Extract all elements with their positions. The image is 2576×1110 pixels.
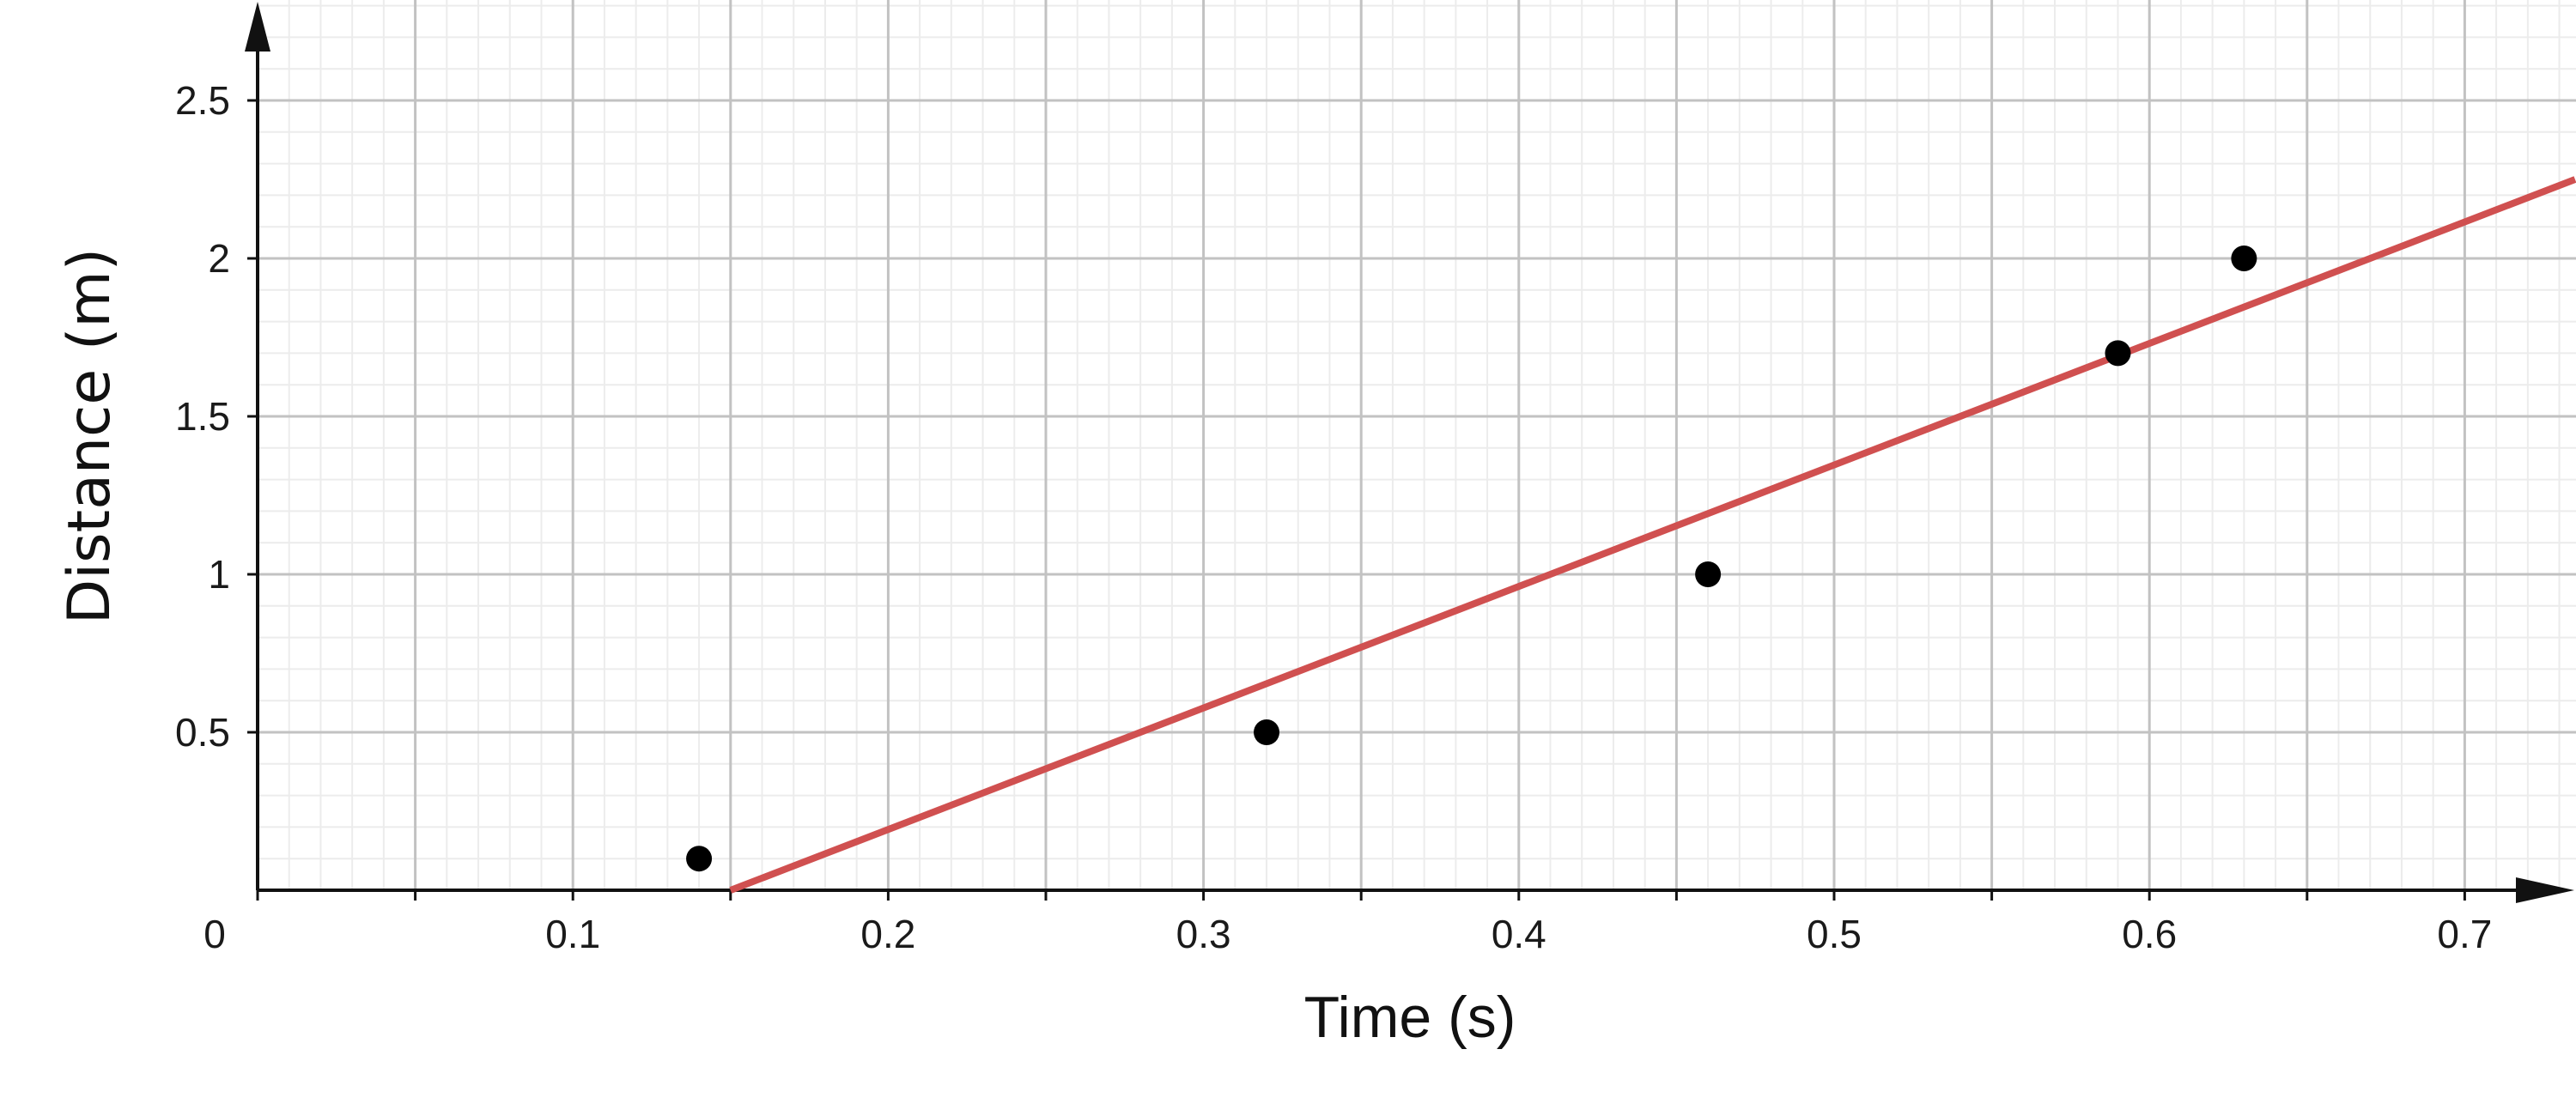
y-tick-label: 0.5	[175, 710, 230, 755]
data-point	[1254, 719, 1280, 745]
x-tick-label: 0.7	[2437, 912, 2492, 956]
y-axis-arrow	[245, 2, 270, 52]
x-axis-title: Time (s)	[1304, 985, 1516, 1050]
data-point	[2105, 340, 2131, 367]
x-tick-label: 0.6	[2122, 912, 2177, 956]
data-points	[686, 246, 2257, 872]
y-tick-label: 1	[208, 552, 230, 597]
y-tick-label: 2.5	[175, 78, 230, 123]
axes	[245, 2, 2574, 903]
y-tick-label: 2	[208, 236, 230, 281]
data-point	[686, 846, 713, 872]
y-tick-label: 1.5	[175, 394, 230, 439]
y-axis-title: Distance (m)	[56, 248, 124, 624]
x-axis-arrow	[2516, 877, 2574, 903]
x-tick-label: 0	[204, 912, 226, 956]
x-tick-label: 0.2	[860, 912, 915, 956]
tick-labels: 0 0.1 0.2 0.3 0.4 0.5 0.6 0.7 0.5 1 1.5 2 2.5	[175, 78, 2492, 956]
x-tick-label: 0.1	[545, 912, 600, 956]
data-point	[2231, 246, 2257, 271]
x-tick-label: 0.5	[1807, 912, 1862, 956]
x-tick-label: 0.4	[1492, 912, 1546, 956]
x-tick-label: 0.3	[1176, 912, 1231, 956]
fit-line	[729, 176, 2576, 894]
best-fit-line	[729, 176, 2576, 894]
grid-major	[258, 0, 2576, 890]
data-point	[1695, 561, 1722, 587]
grid-minor	[258, 0, 2576, 890]
